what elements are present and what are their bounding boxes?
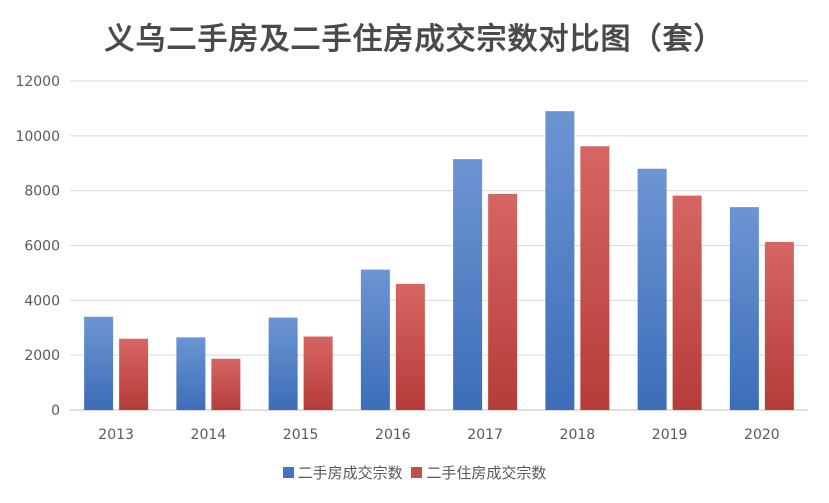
- x-tick-label: 2015: [283, 427, 319, 443]
- bar-series-2-2016: [395, 283, 425, 410]
- legend-swatch-blue: [282, 467, 294, 478]
- legend: 二手房成交宗数 二手住房成交宗数: [0, 462, 829, 483]
- bar-series-1-2015: [268, 317, 298, 410]
- bar-series-2-2013: [119, 338, 149, 410]
- legend-label: 二手住房成交宗数: [426, 464, 547, 482]
- bar-series-2-2015: [303, 336, 333, 410]
- y-tick-label: 0: [51, 403, 60, 419]
- bar-series-2-2019: [672, 195, 702, 410]
- bar-series-2-2018: [580, 146, 610, 411]
- bar-series-1-2017: [453, 159, 483, 410]
- y-tick-label: 6000: [24, 239, 60, 255]
- x-tick-label: 2019: [652, 427, 688, 443]
- chart-title: 义乌二手房及二手住房成交宗数对比图（套）: [104, 22, 725, 57]
- y-tick-label: 4000: [24, 293, 60, 309]
- x-tick-label: 2020: [744, 427, 780, 443]
- x-tick-label: 2018: [560, 427, 596, 443]
- x-tick-label: 2014: [191, 427, 227, 443]
- y-tick-label: 8000: [24, 184, 60, 200]
- bar-series-1-2018: [545, 111, 575, 411]
- bar-series-2-2017: [488, 193, 518, 410]
- x-tick-label: 2016: [375, 427, 411, 443]
- bar-series-2-2020: [764, 241, 794, 410]
- legend-item-series-1: 二手房成交宗数: [282, 462, 403, 483]
- legend-item-series-2: 二手住房成交宗数: [411, 462, 546, 483]
- y-tick-label: 12000: [15, 74, 60, 90]
- x-tick-label: 2013: [98, 427, 134, 443]
- y-tick-label: 10000: [15, 129, 60, 145]
- bar-series-2-2014: [211, 358, 241, 410]
- legend-label: 二手房成交宗数: [297, 464, 403, 482]
- bar-series-1-2013: [84, 316, 114, 410]
- bar-series-1-2014: [176, 337, 206, 410]
- x-tick-label: 2017: [467, 427, 503, 443]
- y-tick-label: 2000: [24, 348, 60, 364]
- bar-series-1-2019: [637, 168, 667, 410]
- bar-series-1-2016: [360, 269, 390, 410]
- bar-series-1-2020: [729, 207, 759, 410]
- legend-swatch-red: [411, 467, 423, 478]
